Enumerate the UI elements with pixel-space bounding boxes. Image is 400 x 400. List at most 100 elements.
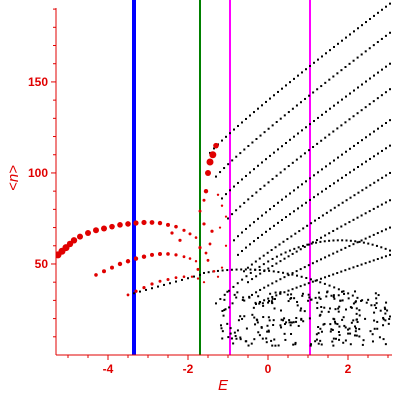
axes: -4 -2 0 2 50 100 150: [28, 8, 392, 376]
highlighted-point: [212, 269, 216, 273]
highlighted-point: [150, 252, 154, 257]
spectrum-point: [219, 324, 222, 327]
spectrum-point: [307, 264, 310, 267]
highlighted-point: [141, 254, 147, 259]
spectrum-point: [348, 245, 351, 248]
spectrum-point: [310, 343, 313, 346]
spectrum-point: [302, 227, 305, 230]
spectrum-point: [336, 272, 339, 275]
spectrum-point: [317, 171, 319, 174]
spectrum-point: [337, 204, 340, 207]
spectrum-point: [341, 176, 343, 179]
spectrum-point: [353, 144, 355, 147]
spectrum-point: [319, 297, 322, 300]
spectrum-point: [285, 195, 287, 198]
spectrum-point: [246, 266, 249, 269]
spectrum-point: [300, 317, 303, 320]
spectrum-point: [237, 319, 240, 322]
spectrum-point: [249, 114, 251, 117]
spectrum-point: [384, 255, 387, 258]
spectrum-point: [308, 94, 311, 97]
highlighted-point: [188, 232, 192, 236]
spectrum-point: [223, 309, 226, 312]
highlighted-point: [198, 245, 202, 250]
spectrum-point: [373, 130, 375, 133]
spectrum-point: [229, 132, 231, 135]
spectrum-point: [367, 298, 370, 301]
spectrum-point: [356, 56, 359, 59]
spectrum-point: [216, 269, 219, 272]
spectrum-point: [355, 318, 358, 321]
spectrum-point: [250, 342, 253, 345]
spectrum-point: [287, 300, 290, 303]
spectrum-point: [310, 222, 313, 225]
spectrum-point: [199, 273, 201, 276]
spectrum-point: [237, 124, 239, 127]
spectrum-point: [151, 287, 153, 290]
spectrum-point: [207, 271, 210, 274]
y-tick-label: 100: [28, 166, 48, 180]
spectrum-point: [382, 318, 385, 321]
spectrum-point: [355, 307, 358, 310]
spectrum-point: [331, 340, 334, 343]
spectrum-point: [332, 239, 335, 242]
spectrum-point: [286, 238, 289, 241]
spectrum-point: [255, 303, 257, 306]
spectrum-point: [277, 221, 279, 224]
spectrum-point: [317, 58, 319, 61]
spectrum-point: [389, 171, 391, 174]
spectrum-point: [321, 190, 323, 193]
spectrum-point: [269, 227, 271, 230]
spectrum-point: [349, 147, 351, 150]
spectrum-point: [372, 207, 375, 210]
spectrum-point: [275, 280, 278, 283]
spectrum-point: [221, 197, 223, 200]
spectrum-point: [241, 298, 244, 301]
spectrum-point: [380, 37, 383, 40]
spectrum-point: [273, 338, 276, 341]
spectrum-point: [327, 310, 330, 313]
spectrum-point: [322, 323, 325, 326]
highlighted-point: [218, 226, 222, 229]
spectrum-point: [254, 323, 257, 326]
spectrum-point: [336, 227, 339, 230]
spectrum-point: [258, 268, 261, 271]
spectrum-point: [328, 239, 331, 242]
spectrum-point: [380, 230, 383, 233]
spectrum-point: [352, 59, 355, 62]
spectrum-point: [389, 249, 391, 252]
spectrum-point: [263, 269, 266, 272]
spectrum-point: [280, 326, 283, 329]
spectrum-point: [357, 142, 359, 145]
spectrum-point: [271, 282, 274, 285]
spectrum-point: [332, 337, 335, 340]
spectrum-point: [269, 208, 271, 211]
spectrum-point: [267, 127, 270, 130]
spectrum-point: [313, 174, 315, 177]
x-tick-label: -2: [183, 362, 194, 376]
spectrum-point: [313, 120, 315, 123]
spectrum-point: [181, 278, 183, 281]
highlighted-point: [194, 260, 198, 263]
spectrum-point: [290, 297, 293, 300]
spectrum-point: [347, 292, 350, 295]
spectrum-point: [266, 324, 269, 327]
spectrum-point: [323, 306, 326, 309]
spectrum-point: [261, 337, 264, 340]
spectrum-point: [293, 247, 296, 250]
spectrum-point: [262, 316, 265, 319]
spectrum-point: [315, 260, 318, 263]
spectrum-point: [297, 207, 299, 210]
spectrum-point: [270, 339, 273, 342]
spectrum-point: [323, 240, 326, 243]
highlighted-point: [194, 236, 198, 239]
highlighted-point: [196, 277, 200, 280]
spectrum-point: [369, 133, 371, 136]
spectrum-point: [241, 121, 243, 124]
spectrum-point: [334, 308, 337, 311]
spectrum-point: [257, 164, 259, 167]
spectrum-point: [245, 117, 247, 120]
spectrum-point: [345, 95, 347, 98]
highlighted-point: [158, 279, 162, 283]
spectrum-point: [372, 233, 375, 236]
